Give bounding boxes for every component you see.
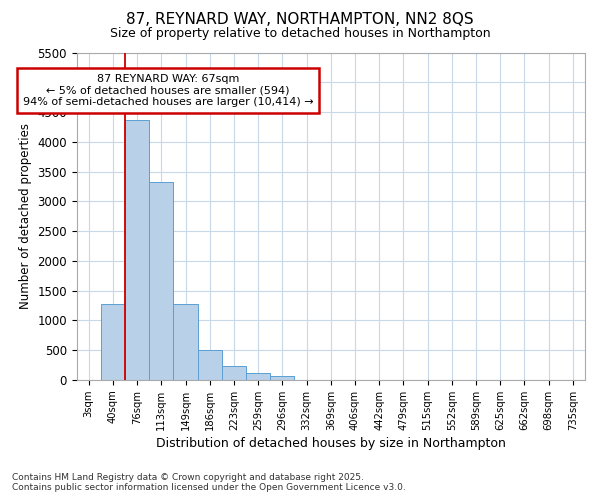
Text: Size of property relative to detached houses in Northampton: Size of property relative to detached ho…: [110, 28, 490, 40]
Bar: [222, 366, 246, 380]
Bar: [101, 304, 125, 380]
Bar: [173, 304, 197, 380]
Bar: [149, 182, 173, 380]
Bar: [246, 374, 270, 380]
Bar: [270, 376, 295, 380]
Y-axis label: Number of detached properties: Number of detached properties: [19, 123, 32, 309]
Text: Contains HM Land Registry data © Crown copyright and database right 2025.
Contai: Contains HM Land Registry data © Crown c…: [12, 473, 406, 492]
Text: 87 REYNARD WAY: 67sqm
← 5% of detached houses are smaller (594)
94% of semi-deta: 87 REYNARD WAY: 67sqm ← 5% of detached h…: [23, 74, 313, 107]
Bar: [125, 120, 149, 380]
Bar: [197, 350, 222, 380]
X-axis label: Distribution of detached houses by size in Northampton: Distribution of detached houses by size …: [156, 437, 506, 450]
Text: 87, REYNARD WAY, NORTHAMPTON, NN2 8QS: 87, REYNARD WAY, NORTHAMPTON, NN2 8QS: [126, 12, 474, 28]
